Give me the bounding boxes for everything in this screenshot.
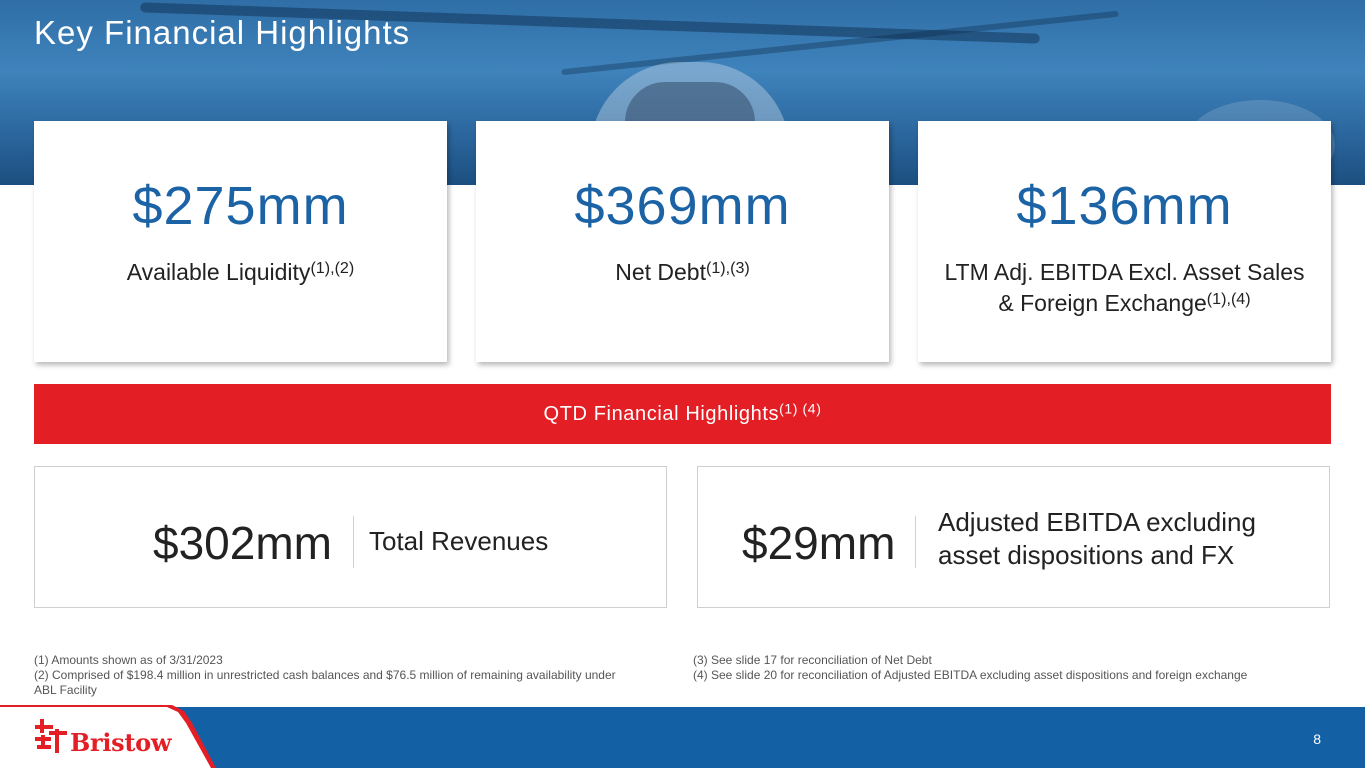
highlight-card-liquidity: $275mm Available Liquidity(1),(2) bbox=[34, 121, 447, 362]
highlight-card-net-debt: $369mm Net Debt(1),(3) bbox=[476, 121, 889, 362]
brand-wordmark: Bristow bbox=[70, 728, 172, 757]
divider bbox=[915, 516, 916, 568]
footnote-ref: (1),(2) bbox=[310, 258, 355, 277]
highlight-label: Available Liquidity(1),(2) bbox=[126, 258, 355, 285]
qtd-highlights-band: QTD Financial Highlights(1) (4) bbox=[34, 384, 1331, 444]
bristow-logo-icon bbox=[35, 719, 67, 753]
footnote: (3) See slide 17 for reconciliation of N… bbox=[693, 653, 932, 667]
footnote-ref: (1),(3) bbox=[705, 258, 750, 277]
highlight-value: $369mm bbox=[574, 176, 791, 236]
qtd-box-adjusted-ebitda: $29mm Adjusted EBITDA excluding asset di… bbox=[697, 466, 1330, 608]
highlight-label: LTM Adj. EBITDA Excl. Asset Sales & Fore… bbox=[944, 259, 1305, 316]
footnote-ref: (1) (4) bbox=[779, 400, 822, 417]
highlight-label: Net Debt(1),(3) bbox=[615, 258, 750, 285]
band-label: QTD Financial Highlights bbox=[543, 403, 780, 425]
footnotes-right: (3) See slide 17 for reconciliation of N… bbox=[693, 653, 1333, 683]
footnotes-left: (1) Amounts shown as of 3/31/2023 (2) Co… bbox=[34, 653, 634, 698]
qtd-value: $302mm bbox=[153, 517, 332, 569]
footnote: (2) Comprised of $198.4 million in unres… bbox=[34, 668, 616, 697]
footnote: (4) See slide 20 for reconciliation of A… bbox=[693, 668, 1248, 682]
qtd-value: $29mm bbox=[742, 517, 896, 569]
qtd-label: Total Revenues bbox=[369, 526, 549, 556]
footnote-ref: (1),(4) bbox=[1206, 289, 1251, 308]
highlight-card-ltm-ebitda: $136mm LTM Adj. EBITDA Excl. Asset Sales… bbox=[918, 121, 1331, 362]
page-number: 8 bbox=[1313, 731, 1321, 747]
slide-title: Key Financial Highlights bbox=[34, 14, 411, 51]
highlight-value: $136mm bbox=[1016, 176, 1233, 236]
highlight-value: $275mm bbox=[132, 176, 349, 236]
qtd-box-revenues: $302mm Total Revenues bbox=[34, 466, 667, 608]
footer-bar bbox=[0, 707, 1365, 768]
qtd-label: Adjusted EBITDA excluding asset disposit… bbox=[938, 507, 1256, 570]
footnote: (1) Amounts shown as of 3/31/2023 bbox=[34, 653, 223, 667]
divider bbox=[353, 516, 354, 568]
